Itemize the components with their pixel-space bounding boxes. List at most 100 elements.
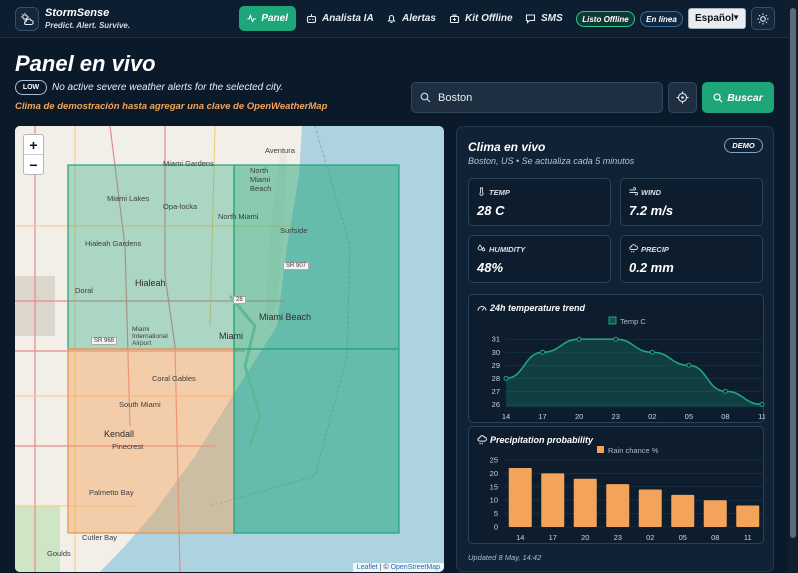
map-label: Pinecrest [112, 442, 144, 451]
page-title: Panel en vivo [15, 51, 156, 76]
precip-bar [736, 505, 760, 527]
language-select[interactable]: Español ▼ [688, 8, 746, 29]
x-tick-label: 02 [646, 533, 654, 542]
nav-sms[interactable]: SMS [517, 6, 571, 31]
temp-line [505, 338, 763, 406]
zoom-in-button[interactable]: + [24, 135, 43, 155]
road-label: SR 968 [91, 337, 118, 345]
map-label: Kendall [104, 429, 135, 439]
x-tick-label: 20 [581, 533, 589, 542]
temp-point [576, 336, 582, 342]
x-tick-label: 14 [502, 412, 510, 421]
legend-label: Rain chance % [608, 446, 659, 455]
precipitation-chart-title: Precipitation probability [490, 435, 594, 445]
map-label: Miami Gardens [163, 159, 214, 168]
theme-toggle-button[interactable] [751, 7, 775, 30]
alert-level-badge: LOW [15, 80, 47, 95]
map-label: Aventura [265, 146, 295, 155]
legend-swatch [597, 446, 604, 453]
y-tick-label: 27 [492, 387, 500, 396]
x-tick-label: 14 [516, 533, 524, 542]
message-icon [525, 14, 536, 24]
app-name: StormSense [45, 7, 110, 19]
nav-panel-label: Panel [261, 13, 288, 24]
temp-point [759, 401, 765, 407]
status-offline-badge: Listo Offline [576, 11, 635, 27]
y-tick-label: 5 [494, 509, 498, 518]
map-label: Miami Beach [259, 312, 312, 322]
y-tick-label: 15 [490, 482, 498, 491]
zoom-control: + − [23, 134, 44, 175]
nav-kit-offline[interactable]: Kit Offline [441, 6, 521, 31]
stat-value: 0.2 mm [629, 260, 674, 275]
x-tick-label: 11 [758, 412, 765, 421]
legend-label: Temp C [620, 317, 646, 326]
osm-link[interactable]: OpenStreetMap [390, 564, 440, 571]
temp-point [613, 336, 619, 342]
nav-analista-label: Analista IA [322, 13, 374, 24]
gauge-icon [477, 306, 487, 311]
map-label: Miami [219, 331, 243, 341]
stat-card-precip: PRECIP 0.2 mm [620, 235, 763, 283]
nav-analista-ia[interactable]: Analista IA [298, 6, 382, 31]
thermometer-icon [479, 187, 484, 196]
search-button[interactable]: Buscar [702, 82, 774, 113]
x-tick-label: 20 [575, 412, 583, 421]
map-label: Palmetto Bay [89, 488, 134, 497]
locate-me-button[interactable] [668, 82, 697, 113]
stat-value: 7.2 m/s [629, 203, 674, 218]
nav-panel[interactable]: Panel [239, 6, 296, 31]
precipitation-chart-card: Precipitation probability 25 20 15 10 5 0 14 17… [468, 426, 764, 544]
y-tick-label: 29 [492, 361, 500, 370]
zoom-out-button[interactable]: − [29, 157, 38, 173]
chevron-down-icon: ▼ [732, 13, 740, 22]
y-tick-label: 30 [492, 348, 500, 357]
search-icon [713, 93, 723, 103]
kit-icon [449, 14, 460, 24]
bell-icon [387, 14, 396, 24]
wind-icon [629, 187, 638, 196]
map-label: North Miami [218, 212, 259, 221]
app-tagline: Predict. Alert. Survive. [45, 21, 131, 30]
map-label: Goulds [47, 549, 71, 558]
map-label: Miami International Airport [132, 326, 168, 347]
cloud-rain-icon [477, 435, 487, 445]
demo-weather-note: Clima de demostración hasta agregar una … [15, 101, 328, 112]
city-search-input[interactable] [438, 91, 648, 104]
x-tick-label: 08 [721, 412, 729, 421]
weather-map[interactable]: + − Miami Gardens Aventura North Miami B… [15, 126, 444, 572]
temp-point [649, 349, 655, 355]
temperature-chart-title: 24h temperature trend [490, 303, 586, 313]
precip-bar [573, 478, 597, 527]
x-tick-label: 17 [549, 533, 557, 542]
map-label: Cutler Bay [82, 533, 118, 542]
y-tick-label: 0 [494, 523, 498, 532]
nav-alertas[interactable]: Alertas [378, 6, 444, 31]
search-icon [420, 92, 431, 103]
temp-point [540, 349, 546, 355]
scrollbar-thumb[interactable] [790, 8, 796, 538]
map-tiles [15, 126, 400, 572]
map-label: Hialeah [135, 278, 166, 288]
leaflet-link[interactable]: Leaflet [356, 564, 378, 571]
cloud-rain-icon [629, 244, 638, 253]
precip-bar [671, 494, 695, 527]
precip-bar [638, 489, 662, 527]
precip-bar [606, 484, 630, 527]
map-label: Surfside [280, 226, 308, 235]
sun-cloud-icon [20, 12, 34, 26]
alert-status-text: No active severe weather alerts for the … [52, 82, 284, 93]
nav-kit-label: Kit Offline [465, 13, 513, 24]
y-tick-label: 25 [490, 456, 498, 465]
sun-icon [757, 13, 769, 24]
robot-icon [306, 14, 317, 24]
map-attribution: Leaflet | © OpenStreetMap [352, 563, 444, 572]
nav-sms-label: SMS [541, 13, 563, 24]
x-tick-label: 02 [648, 412, 656, 421]
nav-alertas-label: Alertas [402, 13, 436, 24]
city-search-box[interactable] [411, 82, 663, 113]
temperature-chart-card: 24h temperature trend 31 30 29 28 27 26 14 17 20… [468, 294, 765, 423]
top-nav-bar: StormSense Predict. Alert. Survive. Pane… [0, 0, 798, 38]
logo [15, 7, 39, 31]
x-tick-label: 23 [612, 412, 620, 421]
